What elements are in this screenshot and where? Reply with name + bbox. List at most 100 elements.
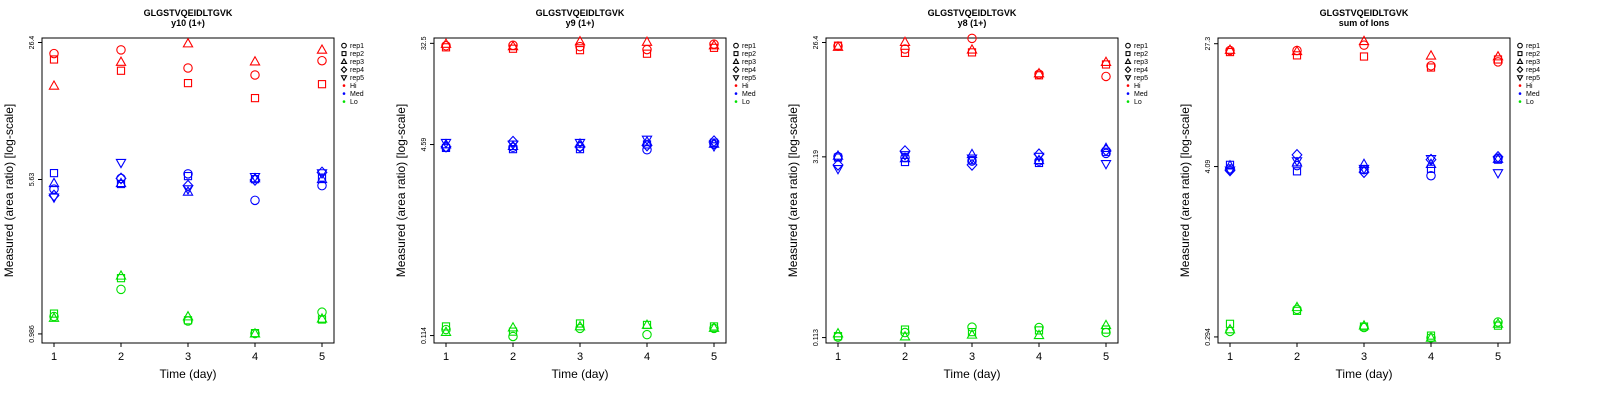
legend-marker-rep2 [341, 51, 347, 57]
data-point-med-rep5-day1 [1224, 166, 1236, 177]
x-tick-label: 5 [1103, 351, 1109, 363]
x-tick-label: 2 [1294, 351, 1300, 363]
x-axis-label: Time (day) [944, 367, 1001, 381]
data-point-med-rep5-day4 [1033, 152, 1045, 163]
data-point-hi-rep1-day5 [1101, 71, 1111, 82]
data-point-med-rep3-day2 [899, 152, 911, 163]
y-tick-label: 4.09 [1205, 160, 1212, 174]
data-point-med-rep3-day4 [1425, 158, 1437, 168]
legend-label-rep2: rep2 [742, 51, 756, 58]
x-tick-label: 1 [443, 351, 449, 363]
legend-label-lo: Lo [742, 99, 750, 106]
data-point-hi-rep2-day3 [575, 46, 585, 55]
x-tick-label: 3 [1361, 351, 1367, 363]
y-tick-label: 32.5 [421, 36, 428, 50]
data-point-med-rep4-day4 [641, 139, 653, 152]
data-point-lo-rep1-day2 [1292, 304, 1302, 315]
data-point-hi-rep1-day1 [441, 41, 451, 51]
x-tick-label: 2 [510, 351, 516, 363]
data-point-lo-rep3-day5 [316, 312, 328, 323]
legend-marker-rep2 [733, 51, 739, 57]
data-point-med-rep5-day5 [708, 142, 720, 153]
data-point-med-rep4-day2 [899, 144, 911, 158]
y-tick-label: 4.59 [421, 138, 428, 152]
legend-marker-rep3 [732, 57, 740, 64]
legend-label-hi: Hi [742, 83, 749, 90]
y-axis-label: Measured (area ratio) [log-scale] [394, 104, 408, 277]
data-point-lo-rep1-day2 [508, 331, 518, 342]
legend-label-rep1: rep1 [1526, 43, 1540, 50]
data-point-lo-rep3-day3 [182, 310, 194, 321]
data-point-hi-rep1-day2 [900, 44, 910, 54]
y-axis-label: Measured (area ratio) [log-scale] [786, 104, 800, 277]
data-point-med-rep4-day5 [708, 135, 720, 148]
data-point-lo-rep2-day4 [1034, 326, 1044, 335]
data-point-med-rep5-day3 [966, 154, 978, 165]
data-point-lo-rep1-day2 [116, 284, 126, 295]
legend-label-rep5: rep5 [350, 75, 364, 82]
data-point-lo-rep3-day4 [1425, 331, 1437, 342]
data-point-med-rep5-day2 [507, 140, 519, 151]
data-point-hi-rep3-day4 [1033, 67, 1045, 78]
data-point-hi-rep3-day1 [832, 41, 844, 51]
legend-label-hi: Hi [1134, 83, 1141, 90]
data-point-med-rep5-day3 [1358, 164, 1370, 175]
data-point-lo-rep3-day5 [1100, 319, 1112, 330]
data-point-med-rep4-day3 [1358, 166, 1370, 179]
data-point-hi-rep3-day3 [966, 43, 978, 54]
data-point-med-rep3-day5 [316, 173, 328, 184]
legend-label-med: Med [350, 91, 364, 98]
data-point-hi-rep1-day5 [317, 55, 327, 66]
data-point-lo-rep3-day4 [1033, 329, 1045, 340]
data-point-med-rep5-day5 [1100, 159, 1112, 170]
y-axis-label: Measured (area ratio) [log-scale] [2, 104, 16, 277]
legend-marker-rep4 [1516, 65, 1524, 74]
data-point-hi-rep1-day4 [250, 70, 260, 80]
y-tick-label: 0.113 [813, 329, 820, 346]
chart-subtitle: y8 (1+) [958, 18, 987, 28]
data-point-med-rep4-day2 [115, 172, 127, 185]
x-tick-label: 3 [577, 351, 583, 363]
data-point-med-rep4-day2 [507, 135, 519, 148]
data-point-hi-rep3-day5 [316, 43, 328, 54]
legend-marker-rep5 [340, 75, 348, 82]
data-point-med-rep3-day1 [48, 177, 60, 188]
data-point-hi-rep3-day5 [1100, 56, 1112, 66]
data-point-hi-rep3-day1 [1224, 43, 1236, 54]
data-point-hi-rep3-day4 [249, 55, 261, 66]
data-point-lo-rep3-day1 [832, 327, 844, 338]
data-point-med-rep4-day2 [1291, 148, 1303, 161]
data-point-lo-rep1-day4 [642, 329, 652, 340]
legend-label-rep3: rep3 [742, 59, 756, 66]
x-tick-label: 4 [252, 351, 258, 363]
data-point-med-rep4-day4 [1033, 148, 1045, 161]
data-point-med-rep3-day3 [966, 148, 978, 159]
data-point-hi-rep1-day3 [1359, 40, 1369, 50]
data-point-med-rep5-day3 [182, 185, 194, 196]
data-point-lo-rep1-day5 [317, 307, 327, 317]
data-point-lo-rep1-day3 [967, 322, 977, 332]
data-point-hi-rep2-day2 [1292, 51, 1302, 60]
legend-label-rep5: rep5 [742, 75, 756, 82]
x-tick-label: 4 [1036, 351, 1042, 363]
legend-marker-rep4 [1124, 65, 1132, 74]
legend-label-rep4: rep4 [1526, 67, 1540, 74]
data-point-lo-rep3-day3 [1358, 319, 1370, 330]
data-point-hi-rep2-day2 [900, 48, 910, 57]
legend-label-rep3: rep3 [1526, 59, 1540, 66]
legend-dot-lo [734, 100, 738, 103]
data-point-med-rep2-day1 [49, 168, 59, 178]
data-point-lo-rep3-day1 [48, 312, 60, 322]
legend-marker-rep2 [1125, 51, 1131, 57]
data-point-med-rep4-day1 [832, 158, 844, 171]
data-point-med-rep4-day1 [440, 140, 452, 153]
legend-label-rep3: rep3 [1134, 59, 1148, 66]
data-point-med-rep1-day1 [49, 184, 59, 194]
data-point-hi-rep2-day4 [642, 49, 652, 58]
data-point-lo-rep3-day2 [507, 321, 519, 332]
legend-label-rep4: rep4 [350, 67, 364, 74]
